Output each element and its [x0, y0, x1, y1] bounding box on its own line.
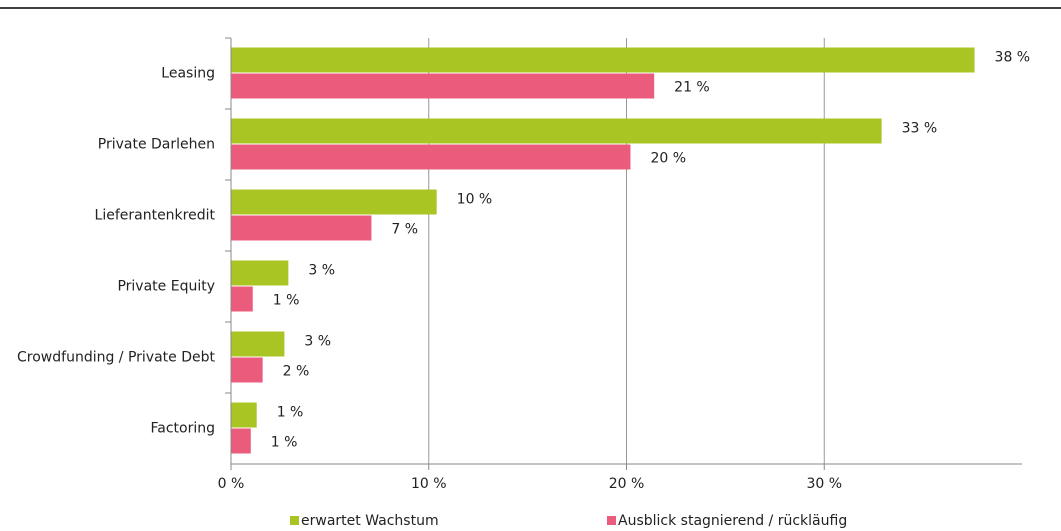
x-tick-label: 30 % [806, 476, 842, 492]
bar [231, 428, 251, 454]
legend-swatch [290, 516, 299, 525]
data-label: 38 % [995, 50, 1031, 66]
category-label: Private Equity [117, 278, 215, 294]
data-label: 1 % [277, 405, 304, 421]
bar [231, 189, 437, 215]
data-label: 2 % [283, 364, 310, 380]
bar [231, 118, 882, 144]
data-label: 3 % [308, 263, 335, 279]
bar [231, 73, 655, 99]
data-label: 1 % [271, 435, 298, 451]
data-label: 3 % [304, 334, 331, 350]
bar [231, 215, 372, 241]
data-label: 10 % [457, 192, 493, 208]
x-tick-label: 0 % [218, 476, 245, 492]
x-tick-label: 20 % [609, 476, 645, 492]
bar [231, 260, 289, 286]
category-label: Lieferantenkredit [94, 207, 215, 223]
legend-label: erwartet Wachstum [301, 513, 439, 529]
bar [231, 357, 263, 383]
data-label: 33 % [902, 121, 938, 137]
legend-label: Ausblick stagnierend / rückläufig [618, 513, 847, 529]
bar [231, 286, 253, 312]
bar [231, 144, 631, 170]
bar [231, 402, 257, 428]
bar [231, 331, 285, 357]
data-label: 1 % [273, 293, 300, 309]
bar [231, 47, 975, 73]
x-tick-label: 10 % [411, 476, 447, 492]
data-label: 7 % [391, 222, 418, 238]
category-label: Private Darlehen [97, 136, 215, 152]
data-label: 21 % [674, 80, 710, 96]
legend-swatch [607, 516, 616, 525]
category-label: Crowdfunding / Private Debt [17, 349, 215, 365]
data-label: 20 % [650, 151, 686, 167]
category-label: Factoring [150, 420, 215, 436]
category-label: Leasing [161, 65, 215, 81]
